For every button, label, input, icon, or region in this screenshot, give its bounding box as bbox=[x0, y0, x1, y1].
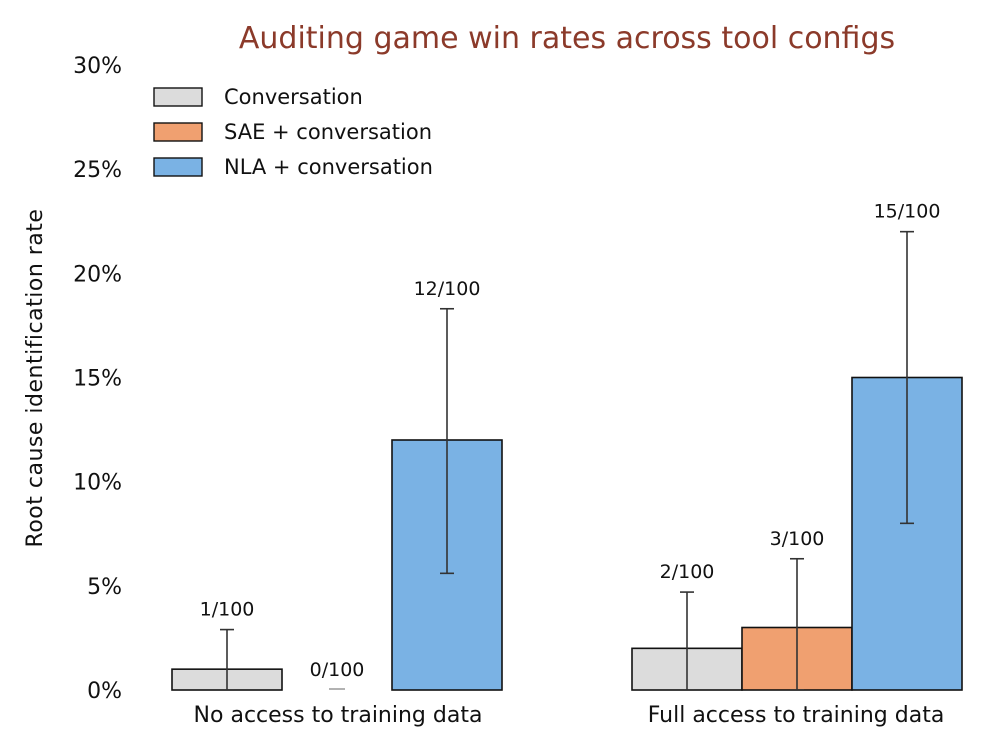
chart-title: Auditing game win rates across tool conf… bbox=[239, 21, 895, 56]
y-tick-label: 5% bbox=[87, 575, 122, 600]
legend-label: NLA + conversation bbox=[224, 155, 433, 179]
y-tick-label: 15% bbox=[73, 367, 122, 392]
data-label: 3/100 bbox=[770, 528, 825, 550]
y-tick-label: 30% bbox=[73, 54, 122, 79]
legend-label: Conversation bbox=[224, 85, 363, 109]
legend-swatch bbox=[153, 87, 203, 107]
x-category-label: Full access to training data bbox=[648, 703, 945, 728]
data-label: 0/100 bbox=[310, 659, 365, 681]
x-category-label: No access to training data bbox=[194, 703, 483, 728]
legend-swatch bbox=[153, 122, 203, 142]
y-tick-label: 0% bbox=[87, 679, 122, 704]
legend-swatch bbox=[153, 157, 203, 177]
y-tick-label: 10% bbox=[73, 471, 122, 496]
data-label: 2/100 bbox=[660, 561, 715, 583]
y-axis-label: Root cause identification rate bbox=[23, 209, 48, 548]
legend-label: SAE + conversation bbox=[224, 120, 432, 144]
y-tick-label: 25% bbox=[73, 158, 122, 183]
data-label: 1/100 bbox=[200, 599, 255, 621]
data-label: 12/100 bbox=[414, 278, 481, 300]
data-label: 15/100 bbox=[874, 201, 941, 223]
y-tick-label: 20% bbox=[73, 262, 122, 287]
